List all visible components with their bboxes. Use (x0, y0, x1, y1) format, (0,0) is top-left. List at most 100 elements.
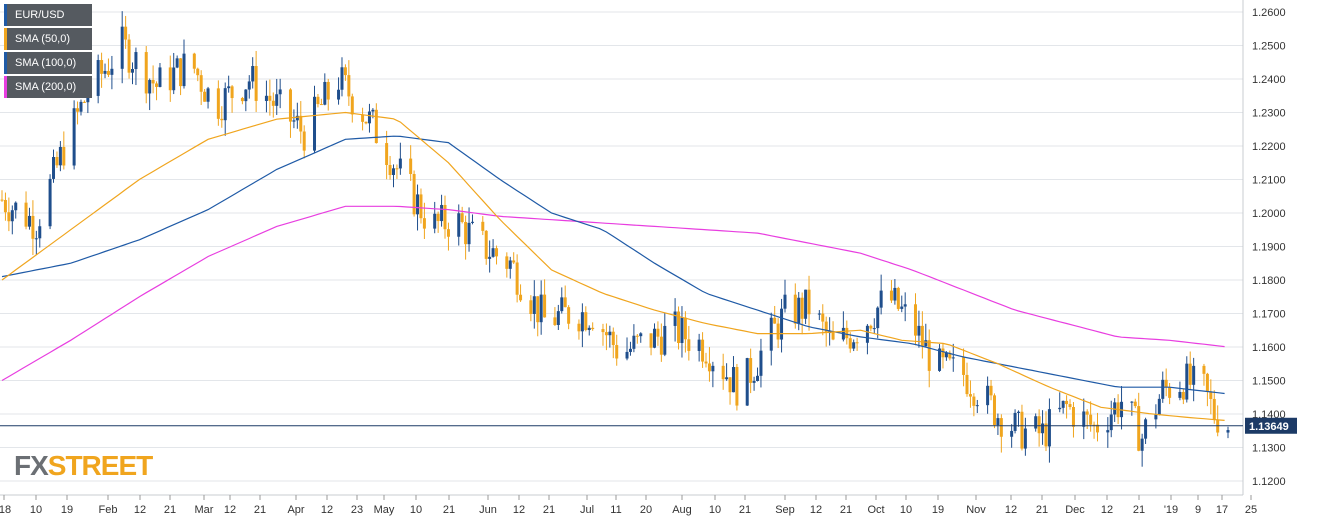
candle-body (55, 157, 59, 166)
candle-body (72, 108, 76, 166)
candle-body (584, 312, 588, 331)
candle-body (0, 199, 4, 201)
candle-body (52, 157, 56, 179)
candle-body (869, 325, 873, 329)
x-tick-label: 12 (1101, 504, 1113, 516)
candle-body (361, 114, 365, 122)
candle-body (865, 325, 869, 343)
candle-body (1113, 402, 1117, 415)
candle-body (845, 327, 849, 339)
candle-body (203, 91, 207, 102)
x-tick-label: 10 (900, 504, 912, 516)
candle-body (677, 311, 681, 344)
candle-body (48, 178, 52, 227)
candle-body (79, 101, 83, 112)
candle-body (1058, 407, 1062, 410)
candle-body (481, 221, 485, 231)
x-tick-label: '18 (0, 504, 11, 516)
candle-body (343, 67, 347, 76)
candle-body (725, 377, 729, 380)
candle-body (443, 204, 447, 230)
candle-body (704, 361, 708, 364)
candle-body (944, 352, 948, 358)
candle-body (316, 96, 320, 105)
candle-body (1109, 414, 1113, 431)
candle-body (295, 115, 299, 121)
candle-body (148, 80, 152, 94)
candle-body (422, 218, 426, 229)
candle-body (1047, 409, 1051, 447)
candle-body (1041, 423, 1045, 434)
candle-body (903, 304, 907, 307)
x-tick-label: 23 (351, 504, 363, 516)
x-tick-label: May (374, 504, 395, 516)
candle-body (103, 70, 107, 74)
legend-swatch (4, 76, 7, 98)
candle-body (1209, 391, 1213, 399)
candle-body (611, 331, 615, 346)
candle-body (220, 118, 224, 121)
candle-body (367, 111, 371, 124)
candle-body (337, 89, 341, 100)
candle-body (1144, 419, 1148, 439)
candle-body (223, 88, 227, 121)
legend-item-sma100: SMA (100,0) (4, 52, 92, 74)
candle-body (505, 256, 509, 269)
y-tick-label: 1.1500 (1252, 376, 1286, 388)
candle-body (1161, 379, 1165, 399)
candle-body (120, 26, 124, 69)
candle-body (996, 418, 1000, 426)
legend-swatch (4, 4, 7, 26)
candle-body (800, 297, 804, 319)
candle-body (1010, 430, 1014, 437)
legend-swatch (4, 52, 7, 74)
candle-body (927, 340, 931, 371)
candle-body (756, 375, 760, 381)
candle-body (24, 202, 28, 227)
candle-body (896, 287, 900, 309)
x-tick-label: 12 (1005, 504, 1017, 516)
sma-200-line (1, 205, 1225, 382)
candle-body (1017, 411, 1021, 413)
candle-body (543, 294, 547, 318)
candle-body (1061, 400, 1065, 408)
candle-body (563, 297, 567, 308)
candle-body (460, 213, 464, 222)
candle-body (227, 86, 231, 89)
candle-body (464, 221, 468, 245)
candle-body (680, 317, 684, 344)
candle-body (1154, 414, 1158, 420)
candle-body (288, 89, 292, 122)
candle-body (155, 83, 159, 87)
candle-body (182, 53, 186, 87)
candle-body (175, 58, 179, 68)
candle-body (484, 230, 488, 259)
x-tick-label: Mar (195, 504, 214, 516)
candle-body (780, 308, 784, 340)
candle-body (409, 158, 413, 175)
candle-body (323, 81, 327, 105)
chart-legend: EUR/USD SMA (50,0) SMA (100,0) SMA (200,… (4, 4, 92, 100)
candle-body (106, 70, 110, 75)
legend-label: EUR/USD (15, 9, 65, 21)
candle-body (1130, 401, 1134, 403)
candle-body (96, 60, 100, 96)
candle-body (999, 418, 1003, 437)
x-tick-label: '19 (1164, 504, 1178, 516)
candle-body (1106, 430, 1110, 433)
candle-body (831, 331, 835, 340)
candle-body (512, 260, 516, 263)
candle-body (495, 248, 499, 257)
candle-body (416, 194, 420, 215)
candle-body (168, 67, 172, 91)
candle-body (299, 115, 303, 132)
candle-body (158, 67, 162, 87)
candle-body (230, 86, 234, 99)
x-tick-label: 25 (1245, 504, 1257, 516)
candle-body (615, 345, 619, 359)
candle-body (313, 96, 317, 151)
candle-body (697, 339, 701, 351)
candle-body (206, 88, 210, 102)
candle-body (938, 348, 942, 371)
candle-body (821, 313, 825, 322)
